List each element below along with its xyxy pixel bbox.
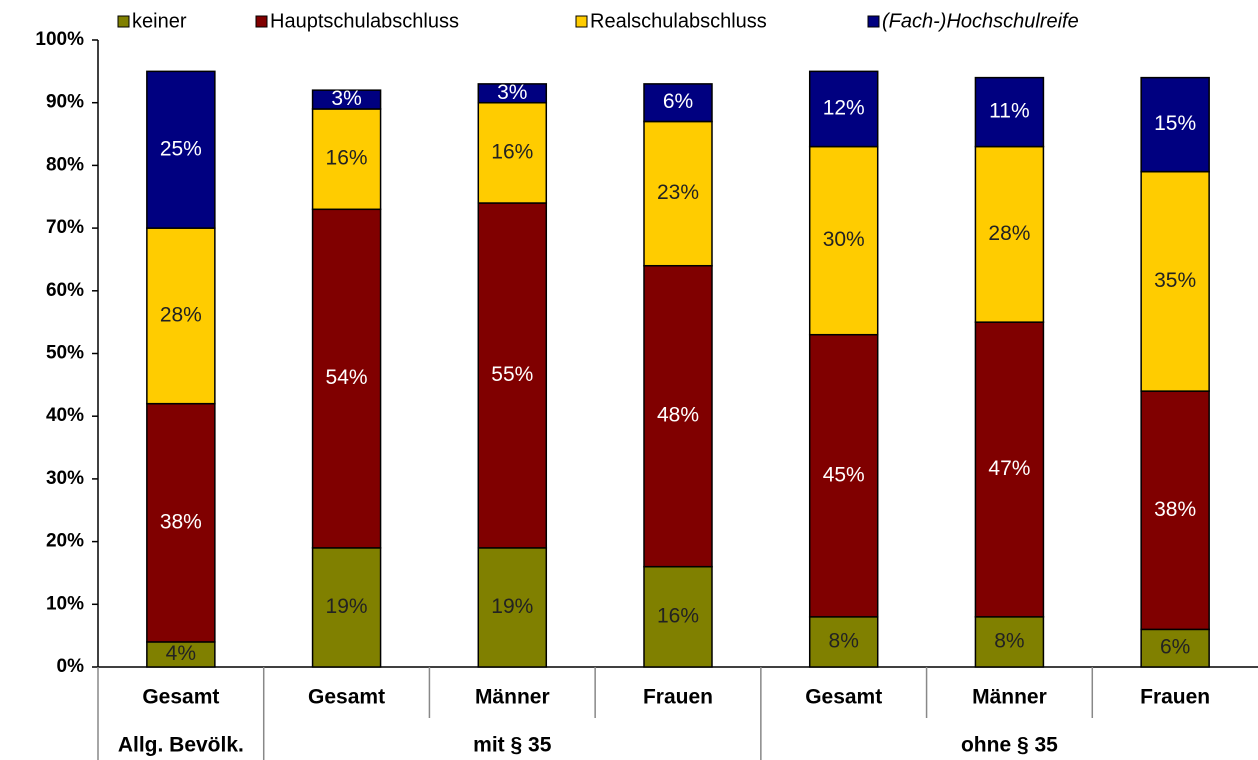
data-label: 35% [1154, 269, 1196, 292]
data-label: 25% [160, 137, 202, 160]
bar-segment [643, 120, 713, 267]
legend-swatch [867, 15, 880, 28]
data-label: 11% [989, 100, 1029, 123]
x-tick-label: Männer [475, 686, 550, 709]
data-label: 16% [491, 140, 533, 163]
data-label: 28% [988, 222, 1030, 245]
bar-segment [477, 101, 548, 204]
data-label: 23% [657, 181, 699, 204]
bar-segment [146, 402, 216, 643]
group-label: Allg. Bevölk. [118, 734, 244, 757]
y-tick-label: 100% [35, 29, 84, 50]
bar-segment [311, 208, 382, 549]
x-tick-label: Männer [972, 686, 1047, 709]
data-label: 30% [823, 228, 865, 251]
legend-swatch [255, 15, 268, 28]
bar-segment [974, 321, 1045, 618]
bar-segment [1140, 170, 1210, 392]
data-label: 8% [829, 629, 859, 652]
data-label: 54% [326, 366, 368, 389]
data-label: 19% [491, 595, 533, 618]
legend-label: Hauptschulabschluss [270, 10, 459, 32]
bar-segment [808, 70, 879, 148]
bar-segment [146, 70, 216, 229]
bar-segment [477, 547, 548, 668]
x-tick-label: Frauen [643, 686, 713, 709]
legend-swatch [575, 15, 588, 28]
bar-segment [808, 333, 879, 618]
data-label: 28% [160, 303, 202, 326]
data-label: 45% [823, 463, 865, 486]
group-label: ohne § 35 [961, 734, 1058, 757]
legend-label: keiner [132, 10, 187, 32]
data-label: 16% [326, 147, 368, 170]
bar-segment [643, 565, 713, 668]
group-label: mit § 35 [473, 734, 552, 757]
bar-segment [974, 76, 1045, 148]
data-label: 48% [657, 404, 699, 427]
y-tick-label: 60% [46, 280, 84, 301]
legend-label: Realschulabschluss [590, 10, 767, 32]
y-tick-label: 0% [57, 656, 85, 677]
legend-label: (Fach-)Hochschulreife [882, 10, 1079, 32]
x-tick-label: Gesamt [142, 686, 219, 709]
data-label: 38% [1154, 498, 1196, 521]
bar-segment [1140, 76, 1210, 173]
y-tick-label: 20% [46, 531, 84, 552]
bar-segment [311, 547, 382, 668]
bar-segment [643, 264, 713, 568]
data-label: 4% [166, 642, 196, 665]
x-tick-label: Gesamt [805, 686, 882, 709]
y-tick-label: 40% [46, 405, 84, 426]
bar-segment [146, 227, 216, 405]
y-tick-label: 50% [46, 343, 84, 364]
bar-segment [1140, 628, 1210, 668]
bar-segment [146, 641, 216, 668]
data-label: 19% [326, 595, 368, 618]
x-tick-label: Gesamt [308, 686, 385, 709]
y-tick-label: 90% [46, 92, 84, 113]
data-label: 12% [823, 97, 865, 120]
y-tick-label: 80% [46, 154, 84, 175]
bar-segment [311, 108, 382, 211]
bar-segment [477, 83, 548, 104]
data-label: 6% [1160, 636, 1190, 659]
y-tick-label: 70% [46, 217, 84, 238]
legend-swatch [117, 15, 130, 28]
y-tick-label: 10% [46, 593, 84, 614]
bar-segment [643, 83, 713, 123]
data-label: 38% [160, 510, 202, 533]
data-label: 55% [491, 363, 533, 386]
data-label: 8% [994, 629, 1024, 652]
x-tick-label: Frauen [1140, 686, 1210, 709]
bar-segment [808, 145, 879, 336]
data-label: 6% [663, 90, 693, 113]
data-label: 47% [988, 457, 1030, 480]
bar-segment [477, 202, 548, 549]
data-label: 3% [497, 81, 527, 104]
data-label: 16% [657, 604, 699, 627]
bar-segment [311, 89, 382, 110]
data-label: 15% [1154, 112, 1196, 135]
bar-segment [974, 616, 1045, 668]
data-label: 3% [331, 87, 361, 110]
y-tick-label: 30% [46, 468, 84, 489]
